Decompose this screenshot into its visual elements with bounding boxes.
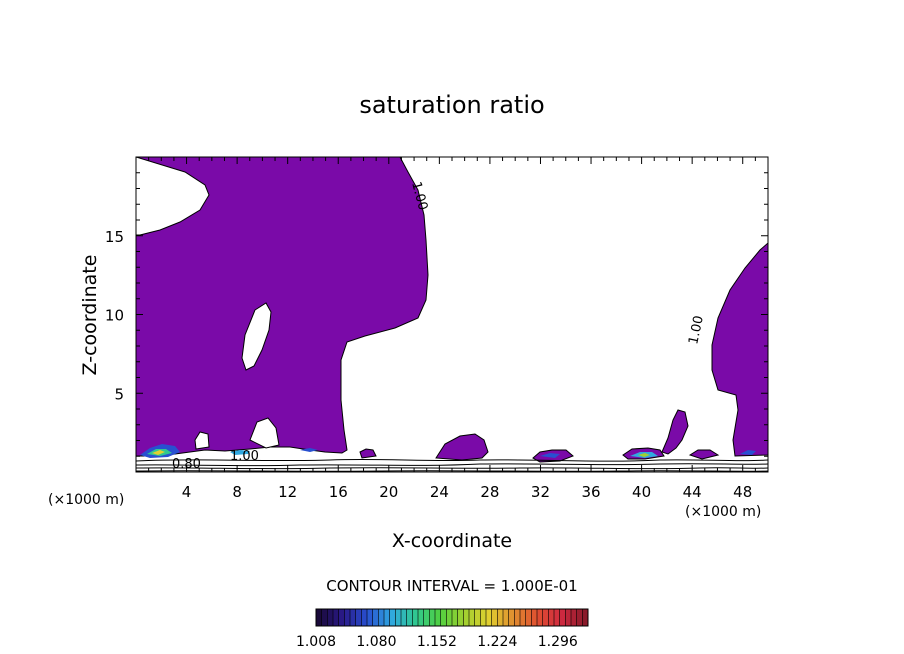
colorbar-segment xyxy=(367,609,374,626)
x-tick-label: 20 xyxy=(379,483,398,501)
colorbar-segment xyxy=(497,609,504,626)
x-tick-label: 40 xyxy=(632,483,651,501)
colorbar-segment xyxy=(350,609,357,626)
x-tick-label: 8 xyxy=(232,483,242,501)
high-value-patches xyxy=(140,444,756,458)
unsaturated-notch-2 xyxy=(194,431,210,450)
colorbar-segment xyxy=(423,609,430,626)
saturated-region-left xyxy=(136,157,429,457)
x-tick-label: 16 xyxy=(329,483,348,501)
x-tick-label: 44 xyxy=(683,483,702,501)
x-tick-label: 32 xyxy=(531,483,550,501)
colorbar-segment xyxy=(406,609,413,626)
colorbar-segment xyxy=(316,609,323,626)
colorbar-tick-label: 1.296 xyxy=(538,634,578,650)
colorbar-segment xyxy=(576,609,583,626)
colorbar-segment xyxy=(486,609,493,626)
y-tick-label: 15 xyxy=(105,228,124,246)
y-tick-label: 10 xyxy=(105,307,124,325)
colorbar-segment xyxy=(446,609,453,626)
colorbar-tick-label: 1.080 xyxy=(356,634,396,650)
saturated-region-right xyxy=(711,242,768,457)
plot-area: 1.00 1.00 0.80 1.00 xyxy=(135,156,769,473)
x-tick-label: 48 xyxy=(733,483,752,501)
x-tick-label: 12 xyxy=(278,483,297,501)
x-tick-labels: 4 8 12 16 20 24 28 32 36 40 44 48 xyxy=(182,483,752,501)
colorbar-segment xyxy=(344,609,351,626)
contour-interval-text: CONTOUR INTERVAL = 1.000E-01 xyxy=(326,577,577,595)
colorbar-segment xyxy=(565,609,572,626)
colorbar-segment xyxy=(480,609,487,626)
colorbar-segment xyxy=(463,609,470,626)
x-tick-label: 28 xyxy=(480,483,499,501)
colorbar-segment xyxy=(514,609,521,626)
blob-24 xyxy=(435,433,489,461)
colorbar-segment xyxy=(440,609,447,626)
colorbar-segment xyxy=(582,609,589,626)
colorbar-segment xyxy=(520,609,527,626)
colorbar-segment xyxy=(395,609,402,626)
colorbar-segment xyxy=(554,609,561,626)
colorbar-segment xyxy=(355,609,362,626)
y-tick-labels: 5 10 15 xyxy=(105,228,124,404)
contour-label: 0.80 xyxy=(172,457,201,472)
unsaturated-notch xyxy=(249,417,280,449)
colorbar-segment xyxy=(474,609,481,626)
colorbar-segment xyxy=(537,609,544,626)
colorbar-segment xyxy=(469,609,476,626)
colorbar-segment xyxy=(327,609,334,626)
colorbar-segment xyxy=(491,609,498,626)
colorbar-segment xyxy=(372,609,379,626)
x-tick-label: 24 xyxy=(430,483,449,501)
colorbar-segment xyxy=(559,609,566,626)
chart-title: saturation ratio xyxy=(359,91,544,119)
colorbar-segment xyxy=(384,609,391,626)
colorbar-segment xyxy=(542,609,549,626)
colorbar-segment xyxy=(548,609,555,626)
x-tick-label: 36 xyxy=(581,483,600,501)
axis-ticks xyxy=(136,157,768,472)
colorbar-tick-label: 1.008 xyxy=(296,634,336,650)
colorbar-segment xyxy=(531,609,538,626)
blob-43 xyxy=(661,409,689,455)
colorbar-segment xyxy=(321,609,328,626)
blob-18 xyxy=(359,448,377,459)
x-axis-label: X-coordinate xyxy=(392,530,512,552)
colorbar-segment xyxy=(452,609,459,626)
colorbar-segment xyxy=(429,609,436,626)
colorbar-tick-labels: 1.008 1.080 1.152 1.224 1.296 xyxy=(296,634,578,650)
colorbar-segment xyxy=(412,609,419,626)
colorbar-segment xyxy=(361,609,368,626)
contour-label: 1.00 xyxy=(408,180,430,212)
colorbar-segment xyxy=(525,609,532,626)
blob-46 xyxy=(688,449,720,460)
colorbar-segment xyxy=(389,609,396,626)
y-axis-label: Z-coordinate xyxy=(79,255,101,376)
unsaturated-hole xyxy=(241,302,272,371)
colorbar xyxy=(315,608,589,627)
colorbar-segment xyxy=(418,609,425,626)
colorbar-segment xyxy=(457,609,464,626)
x-tick-label: 4 xyxy=(182,483,192,501)
colorbar-segment xyxy=(378,609,385,626)
colorbar-segment xyxy=(338,609,345,626)
colorbar-segment xyxy=(333,609,340,626)
y-tick-label: 5 xyxy=(114,385,124,403)
contour-label: 1.00 xyxy=(230,449,259,464)
colorbar-segment xyxy=(571,609,578,626)
colorbar-tick-label: 1.152 xyxy=(417,634,457,650)
contour-label: 1.00 xyxy=(686,314,707,345)
colorbar-segment xyxy=(503,609,510,626)
colorbar-tick-label: 1.224 xyxy=(477,634,517,650)
colorbar-frame xyxy=(315,608,589,627)
colorbar-segment xyxy=(435,609,442,626)
colorbar-segment xyxy=(401,609,408,626)
x-unit-left: (×1000 m) xyxy=(48,492,124,508)
colorbar-segment xyxy=(508,609,515,626)
x-unit-right: (×1000 m) xyxy=(685,504,761,520)
